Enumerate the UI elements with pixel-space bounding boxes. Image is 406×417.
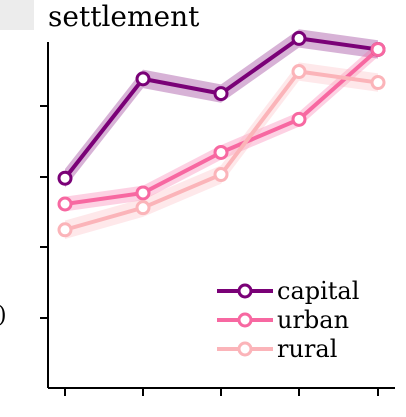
- band-urban: [65, 42, 378, 212]
- point-capital-3: [213, 86, 229, 102]
- legend-label-urban: urban: [277, 306, 349, 334]
- point-rural-3: [213, 167, 229, 183]
- point-capital-4: [291, 30, 307, 46]
- series-points: [57, 30, 386, 238]
- point-rural-1: [57, 222, 73, 238]
- legend-label-rural: rural: [277, 335, 337, 363]
- y-ticks: [40, 105, 48, 319]
- x-ticks: [64, 388, 379, 396]
- title-box: [0, 0, 34, 30]
- point-rural-5: [370, 75, 386, 91]
- point-urban-5: [370, 41, 386, 57]
- confidence-bands: [65, 29, 378, 239]
- chart-title: settlement: [48, 0, 200, 33]
- legend-marker-urban: [237, 312, 253, 328]
- legend-marker-rural: [237, 341, 253, 357]
- point-rural-2: [135, 200, 151, 216]
- cropped-text-fragment: ): [0, 303, 7, 328]
- band-capital: [65, 29, 378, 188]
- legend-label-capital: capital: [277, 277, 359, 305]
- point-rural-4: [291, 64, 307, 80]
- point-urban-3: [213, 144, 229, 160]
- point-urban-2: [135, 185, 151, 201]
- point-capital-1: [57, 170, 73, 186]
- point-capital-2: [135, 71, 151, 87]
- point-urban-1: [57, 196, 73, 212]
- legend-marker-capital: [237, 283, 253, 299]
- point-urban-4: [291, 111, 307, 127]
